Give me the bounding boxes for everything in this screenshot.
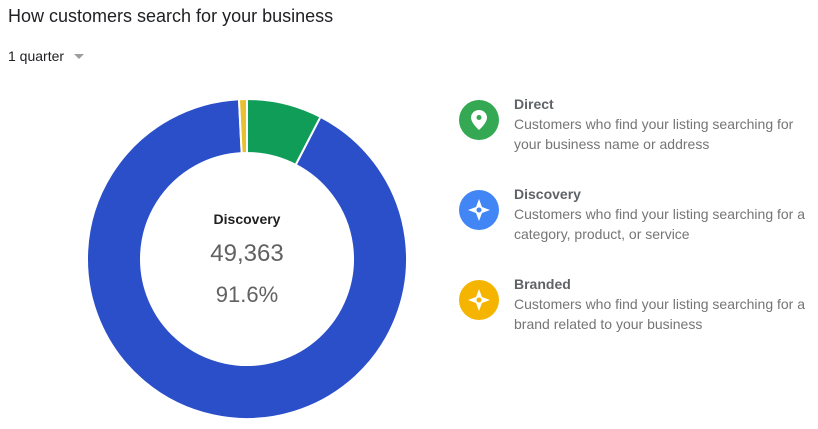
caret-down-icon (74, 53, 85, 59)
time-range-dropdown[interactable]: 1 quarter (8, 48, 85, 64)
legend-desc: Customers who find your listing searchin… (514, 296, 806, 332)
center-percent: 91.6% (215, 282, 279, 307)
location-pin-icon (459, 100, 499, 140)
time-range-value: 1 quarter (8, 48, 65, 64)
page-title: How customers search for your business (8, 6, 334, 26)
legend-item-direct: Direct Customers who find your listing s… (459, 96, 814, 154)
legend-name: Branded (514, 276, 571, 292)
legend-desc: Customers who find your listing searchin… (514, 116, 794, 152)
center-value: 49,363 (210, 240, 284, 267)
legend-name: Direct (514, 96, 554, 112)
donut-slice-discovery[interactable] (86, 98, 408, 420)
compass-icon (459, 190, 499, 230)
legend-item-discovery: Discovery Customers who find your listin… (459, 186, 814, 244)
donut-slice-branded[interactable] (237, 97, 248, 155)
legend-desc: Customers who find your listing searchin… (514, 206, 806, 242)
compass-icon (459, 280, 499, 320)
legend-name: Discovery (514, 186, 581, 202)
center-label: Discovery (213, 211, 281, 227)
legend-item-branded: Branded Customers who find your listing … (459, 276, 814, 334)
